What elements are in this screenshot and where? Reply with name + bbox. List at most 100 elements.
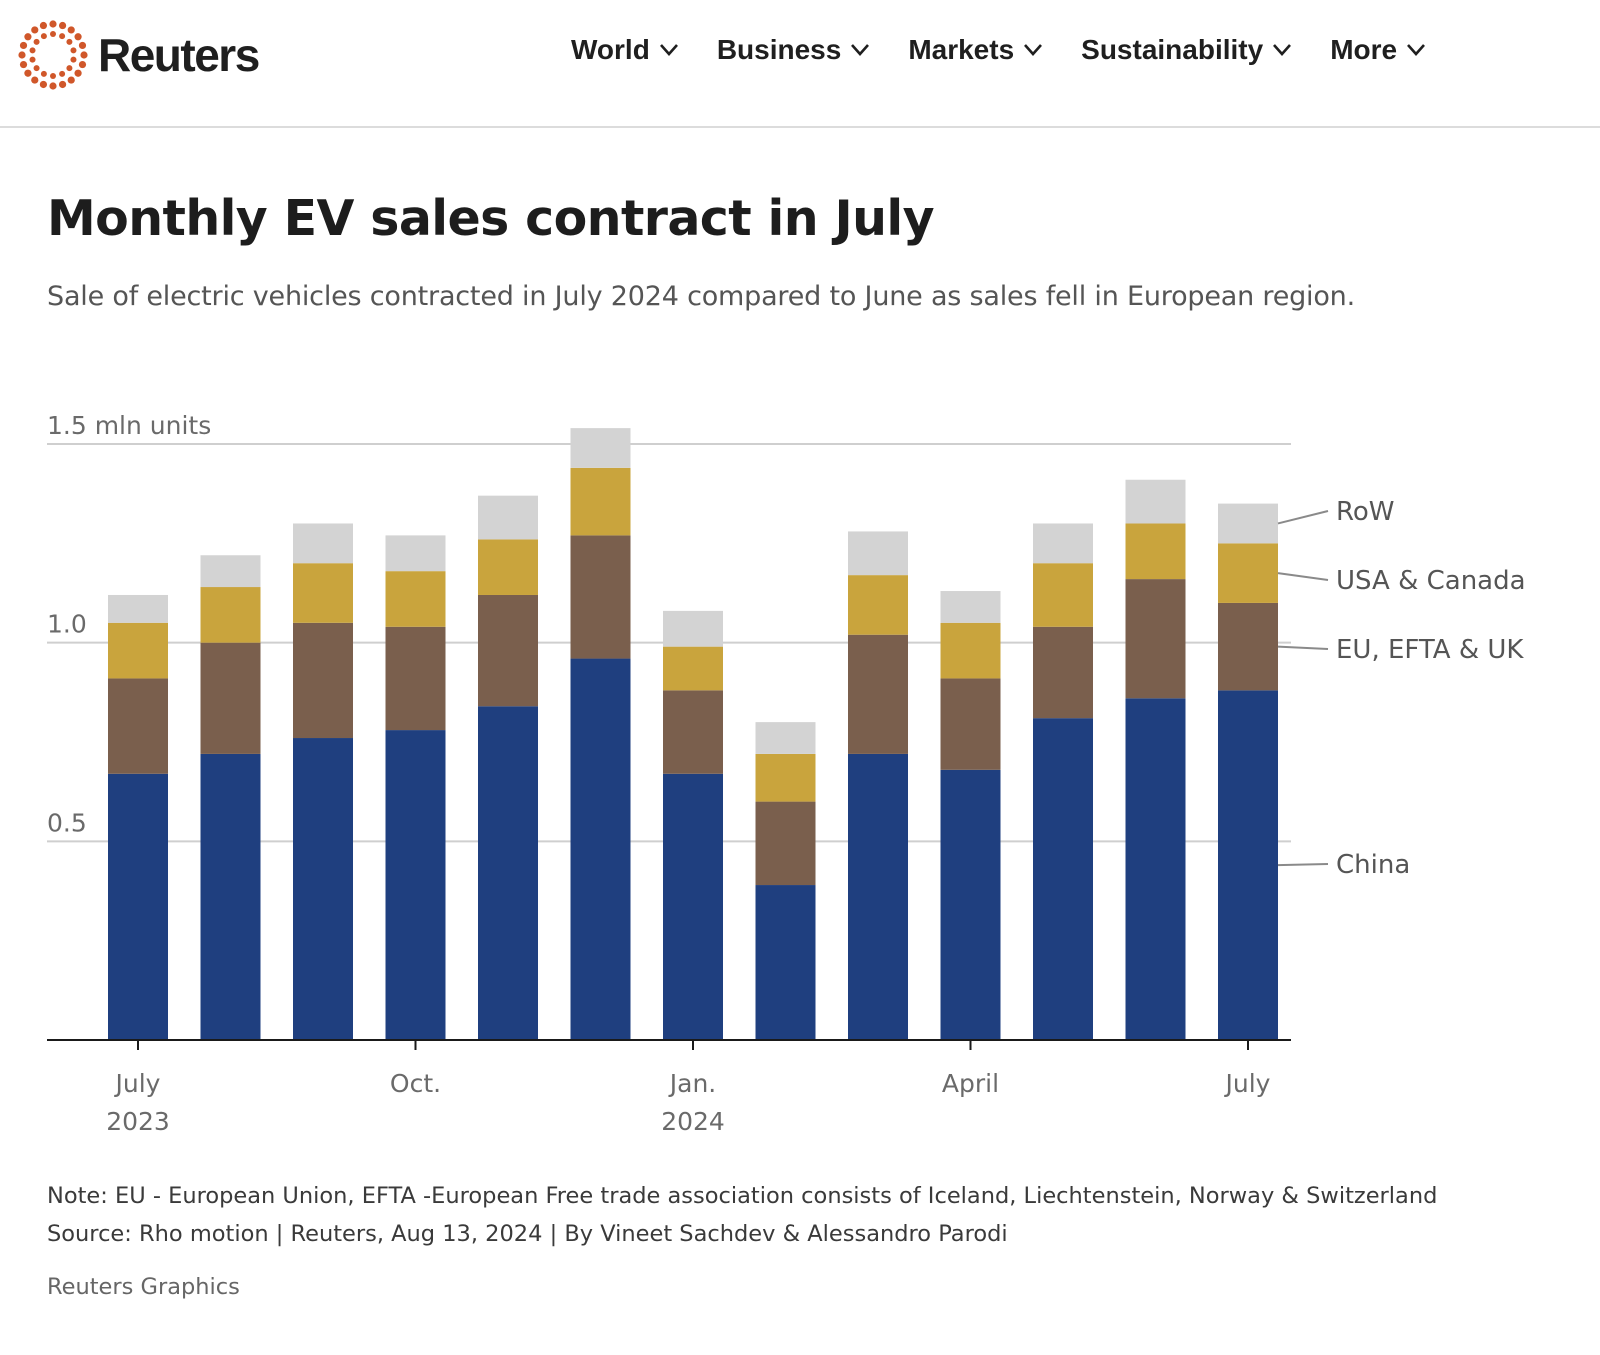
chart-title: Monthly EV sales contract in July [47,190,935,247]
logo-dot [49,20,57,28]
x-tick-label: April [942,1069,999,1098]
bar-segment-eu-efta-uk [478,594,538,707]
logo-dot [24,33,32,41]
x-tick-label: 2024 [661,1107,725,1136]
brand-name: Reuters [98,29,260,81]
bar-segment-usa-canada [848,575,908,635]
bar-segment-china [570,658,631,1040]
bar-segment-usa-canada [755,753,816,802]
bar-segment-usa-canada [940,622,1001,679]
logo-dot [33,38,40,45]
logo-dot [31,76,39,84]
nav-item-business[interactable]: Business [717,34,871,66]
x-tick-label: Jan. [668,1069,716,1098]
bar-segment-usa-canada [385,571,446,627]
x-tick-label: Oct. [390,1069,441,1098]
logo-dot [70,47,77,54]
bar-segment-row [940,591,1001,623]
logo-dot [59,70,66,77]
logo-dot [67,26,75,34]
legend-label: RoW [1336,497,1395,527]
bar-segment-row [108,594,168,623]
logo-dot [19,41,28,50]
bar-segment-china [478,706,538,1040]
y-tick-label: 0.5 [47,808,87,837]
bar-segment-usa-canada [1033,563,1093,627]
reuters-logo[interactable]: Reuters [16,18,260,92]
y-tick-label: 1.5 mln units [47,411,211,440]
nav-item-label: More [1330,34,1398,65]
nav-item-markets[interactable]: Markets [908,34,1043,66]
bar-segment-china [848,753,908,1040]
logo-dot [59,33,66,40]
bar-segment-china [663,773,723,1040]
logo-dot [29,47,36,54]
bar-segment-eu-efta-uk [663,690,723,774]
bar-segment-eu-efta-uk [848,634,908,754]
chevron-down-icon [1273,44,1292,56]
bar-segment-usa-canada [1125,523,1186,580]
bar-segment-usa-canada [570,467,631,536]
bar-segment-eu-efta-uk [200,642,261,754]
bar-segment-row [663,610,723,647]
bar-segment-china [108,773,168,1040]
bar-segment-row [200,555,261,588]
bar-segment-usa-canada [478,539,538,595]
bar-segment-china [200,753,261,1040]
logo-dot [66,65,73,72]
bar-segment-usa-canada [108,622,168,679]
logo-dot [49,82,57,90]
logo-dot [70,56,77,63]
logo-dot [78,41,87,50]
logo-dot [33,65,40,72]
bar-segment-china [755,885,816,1040]
bar-segment-china [1218,690,1278,1040]
bar-segment-row [478,495,538,540]
x-tick-label: 2023 [106,1107,170,1136]
main-nav: World Business Markets Sustainability Mo… [571,34,1464,66]
legend-label: USA & Canada [1336,566,1526,596]
bar-segment-row [293,523,353,564]
logo-dot [31,26,39,34]
bar-segment-eu-efta-uk [108,678,168,774]
bar-segment-eu-efta-uk [570,535,631,659]
logo-dot [50,73,56,79]
bar-segment-usa-canada [293,563,353,623]
bar-segment-china [1125,698,1186,1040]
bar-segment-usa-canada [200,587,261,643]
graphics-credit: Reuters Graphics [47,1274,240,1300]
bar-segment-china [1033,718,1093,1040]
bar-segment-row [1218,503,1278,544]
logo-dot [67,76,75,84]
chart-source: Source: Rho motion | Reuters, Aug 13, 20… [47,1221,1008,1247]
legend-leader-line [1277,863,1329,867]
logo-dot [58,21,67,30]
logo-dot [80,51,88,59]
reuters-dot-ring-logo-icon [18,20,88,90]
bar-segment-eu-efta-uk [385,626,446,731]
top-navbar: Reuters World Business Markets Sustainab… [0,0,1600,128]
stacked-bar-chart: 1.5 mln units 1.0 0.5 July 2023 Oct. Jan. 2024 A… [47,411,1526,1136]
nav-item-sustainability[interactable]: Sustainability [1081,34,1292,66]
bar-segment-china [940,769,1001,1040]
logo-dot [74,33,82,41]
nav-item-label: Sustainability [1081,34,1264,65]
nav-item-more[interactable]: More [1330,34,1426,66]
bar-segment-usa-canada [663,646,723,691]
logo-dot [78,60,87,69]
nav-item-world[interactable]: World [571,34,679,66]
bar-segment-eu-efta-uk [1218,602,1278,691]
bar-segment-eu-efta-uk [1033,626,1093,719]
bar-segment-eu-efta-uk [940,678,1001,770]
logo-dot [74,69,82,77]
chevron-down-icon [1407,44,1426,56]
logo-dot [50,31,56,37]
bar-segment-usa-canada [1218,543,1278,603]
bar-segment-eu-efta-uk [293,622,353,739]
logo-dot [39,21,48,30]
bar-segment-row [385,535,446,572]
logo-dot [66,38,73,45]
x-tick-label: July [1224,1069,1271,1098]
legend-label: China [1336,850,1410,880]
bar-segment-row [1125,479,1186,524]
